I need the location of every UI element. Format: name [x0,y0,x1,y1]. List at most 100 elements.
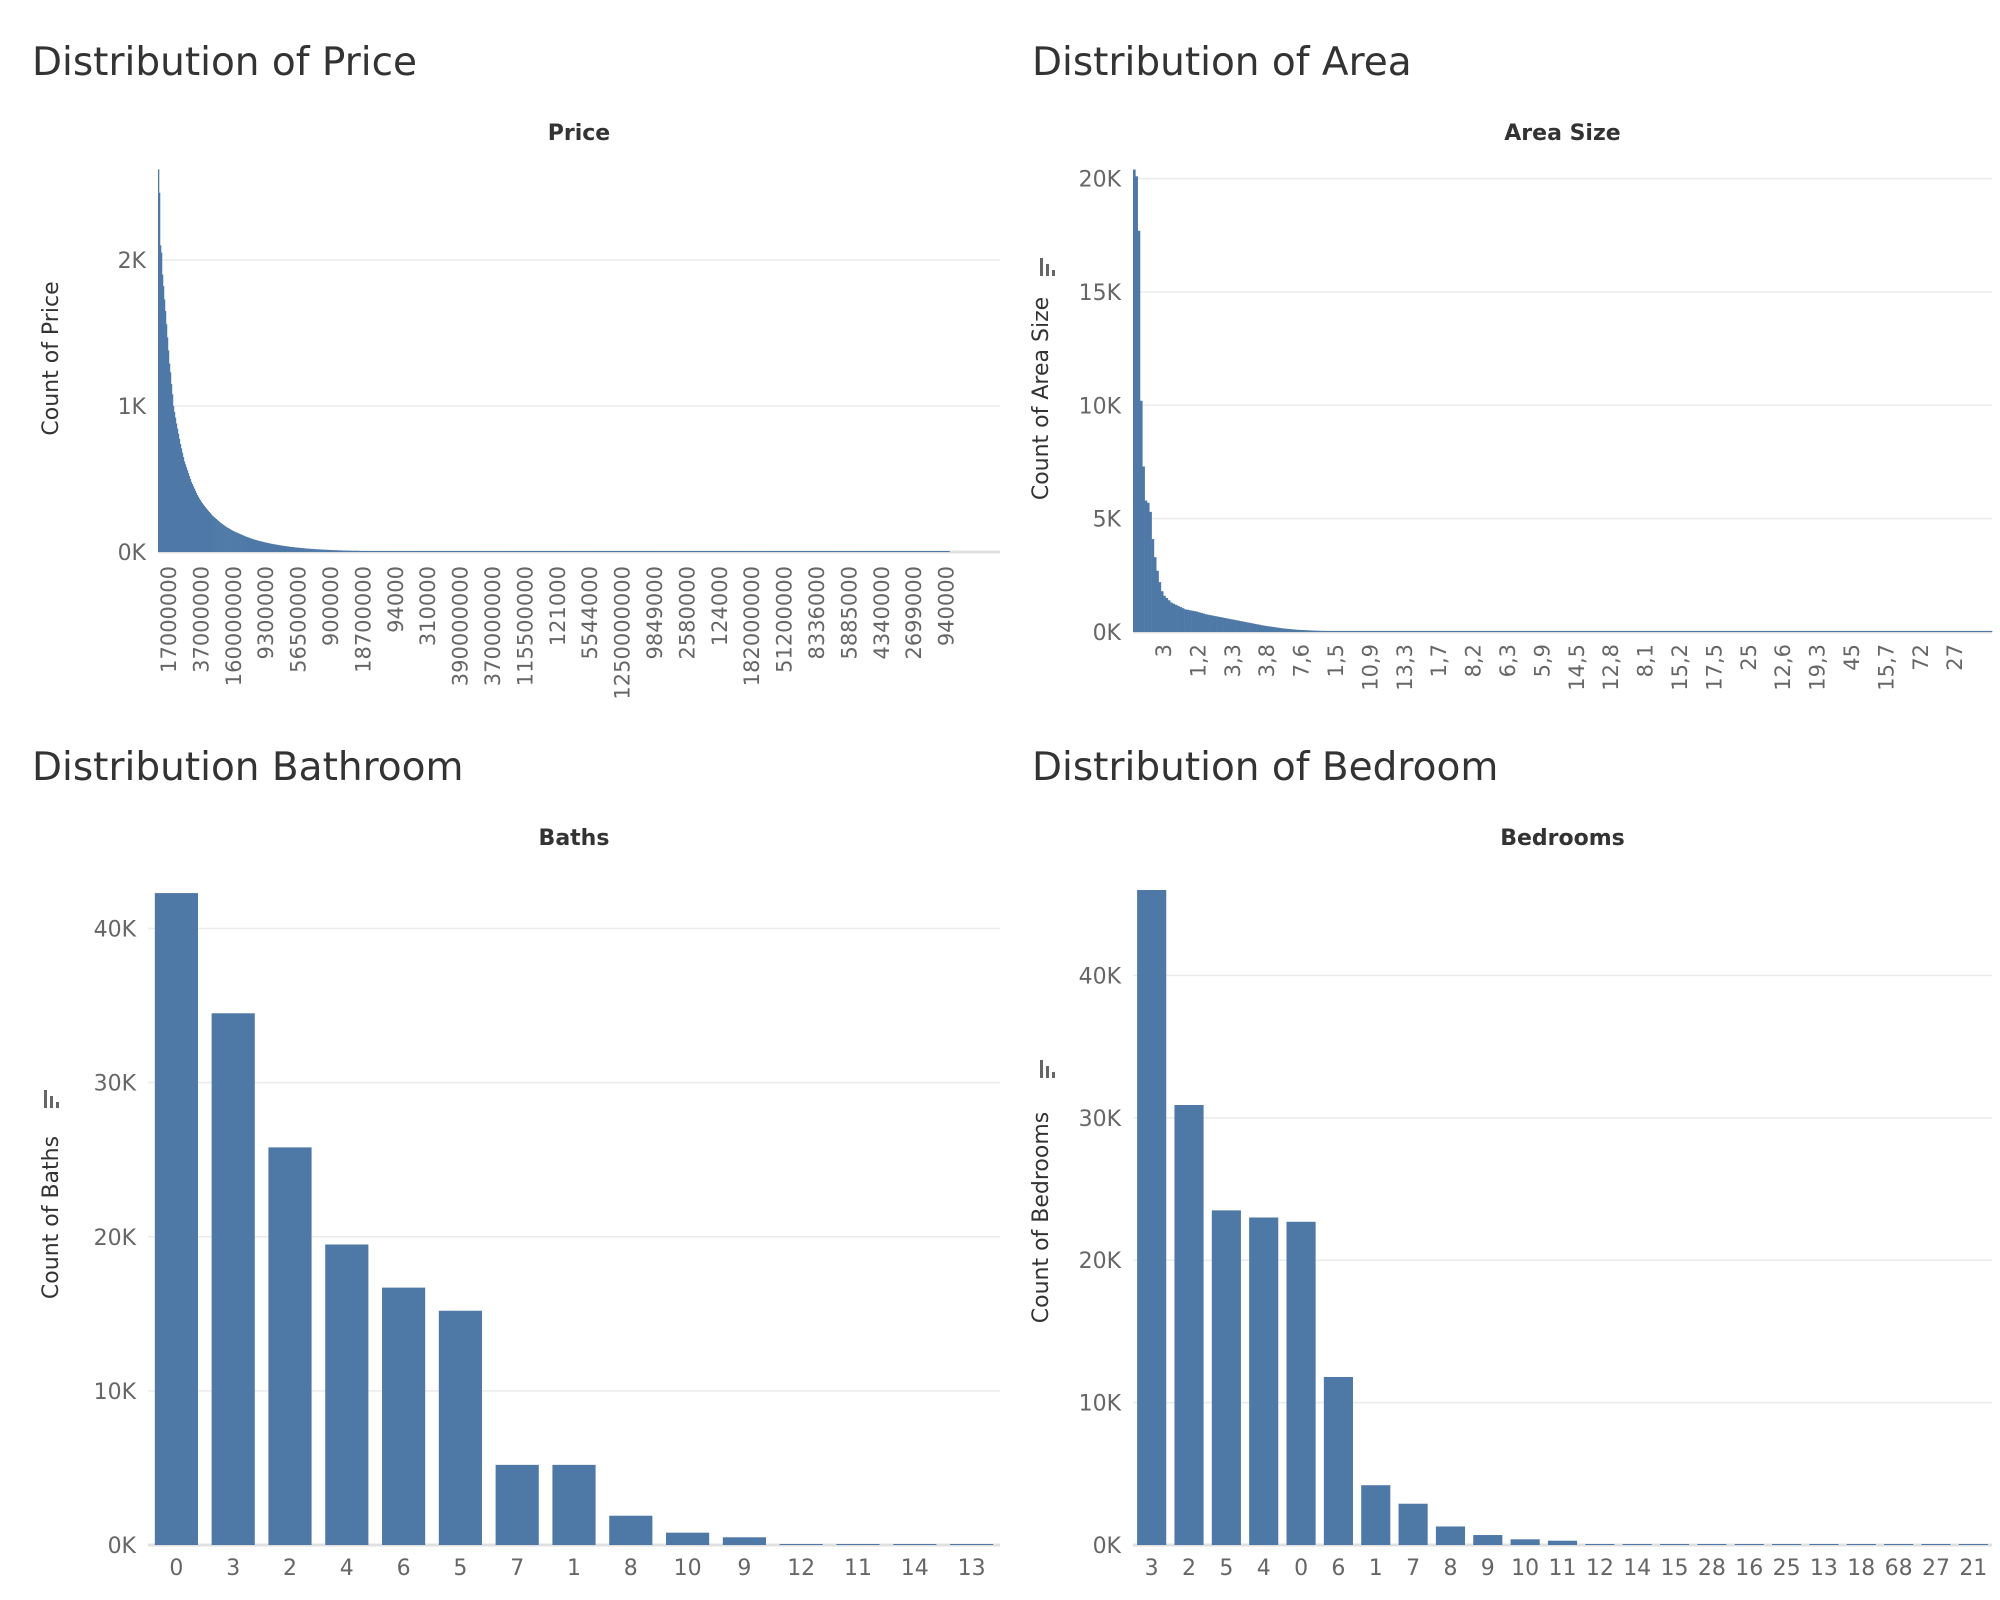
y-tick-label: 15K [1079,281,1122,306]
bar [1404,631,1408,632]
bar [374,551,377,552]
bar [1921,1544,1951,1545]
bar [748,551,750,552]
bar [605,551,607,552]
bar [325,549,327,552]
bar [1685,631,1689,632]
x-tick-label: 8 [1443,1556,1457,1581]
bar [1590,631,1593,632]
bar [247,537,249,552]
bar [167,350,170,552]
bar [417,551,419,552]
bar [255,540,257,552]
bar [164,311,167,552]
bar [1555,631,1559,632]
bar [1302,630,1306,632]
bar [432,551,434,552]
bar [1386,631,1389,632]
bar [209,513,211,552]
bar [1917,631,1921,632]
bar [1892,631,1895,632]
bar [461,551,463,552]
bar [1734,1544,1764,1545]
y-tick-label: 0K [108,1534,137,1559]
bar [735,551,737,552]
bar [1550,631,1554,632]
bar [1249,622,1252,632]
bar [1142,466,1145,632]
bar [1711,631,1714,632]
bar [1683,631,1686,632]
bar [436,551,438,552]
bar [1256,624,1259,632]
bar [530,551,533,552]
bar [1706,631,1710,632]
bar [899,551,902,552]
x-tick-label: 51200000 [773,566,797,673]
bar [887,551,890,552]
bar [165,324,168,552]
bar [603,551,605,552]
bar [922,551,924,552]
x-tick-label: 25 [1737,644,1761,671]
x-tick-label: 4 [1257,1556,1271,1581]
bar [1585,631,1589,632]
bar [398,551,400,552]
bar [785,551,787,552]
bar [406,551,408,552]
bar [829,551,831,552]
bar [732,551,735,552]
bar [518,551,521,552]
bar [1174,604,1178,632]
bar [855,551,857,552]
bar [1539,631,1542,632]
bar [746,551,748,552]
bar [371,551,374,552]
bar [422,551,424,552]
bar [1314,630,1317,632]
bar [784,551,786,552]
bar [1323,630,1326,632]
bar [184,464,187,552]
bar [427,551,429,552]
bar [830,551,832,552]
x-tick-label: 8,1 [1634,644,1658,677]
sort-icon [1040,258,1055,276]
bar [1629,631,1633,632]
bar [211,1013,255,1545]
x-tick-label: 12 [1586,1556,1614,1581]
bar [625,551,627,552]
bar [876,551,879,552]
bar [1139,400,1143,632]
bar [170,384,173,552]
bar [687,551,690,552]
bar [1509,631,1512,632]
bar [1529,631,1533,632]
bar [1399,631,1403,632]
bar [1608,631,1612,632]
bar [1908,631,1912,632]
bar [1520,631,1524,632]
bar [498,551,500,552]
bar [840,551,842,552]
bar [364,550,367,552]
bar [659,551,661,552]
bar [646,551,648,552]
bar [174,417,177,552]
x-tick-label: 3,3 [1221,644,1245,677]
bar [1474,631,1477,632]
bedroom-chart: 0K 10K 20K 30K 40K Bedrooms Count of Bedrooms 3… [1029,826,1992,1581]
bar [295,547,297,552]
bar [752,551,754,552]
x-tick-label: 28 [1698,1556,1726,1581]
bar [1882,631,1886,632]
bar [610,551,612,552]
bar [1757,631,1761,632]
bar [690,551,693,552]
bar [1464,631,1468,632]
bar [175,423,178,552]
bar [853,551,855,552]
bar [278,545,280,552]
bar [675,551,677,552]
bar [1235,620,1238,632]
